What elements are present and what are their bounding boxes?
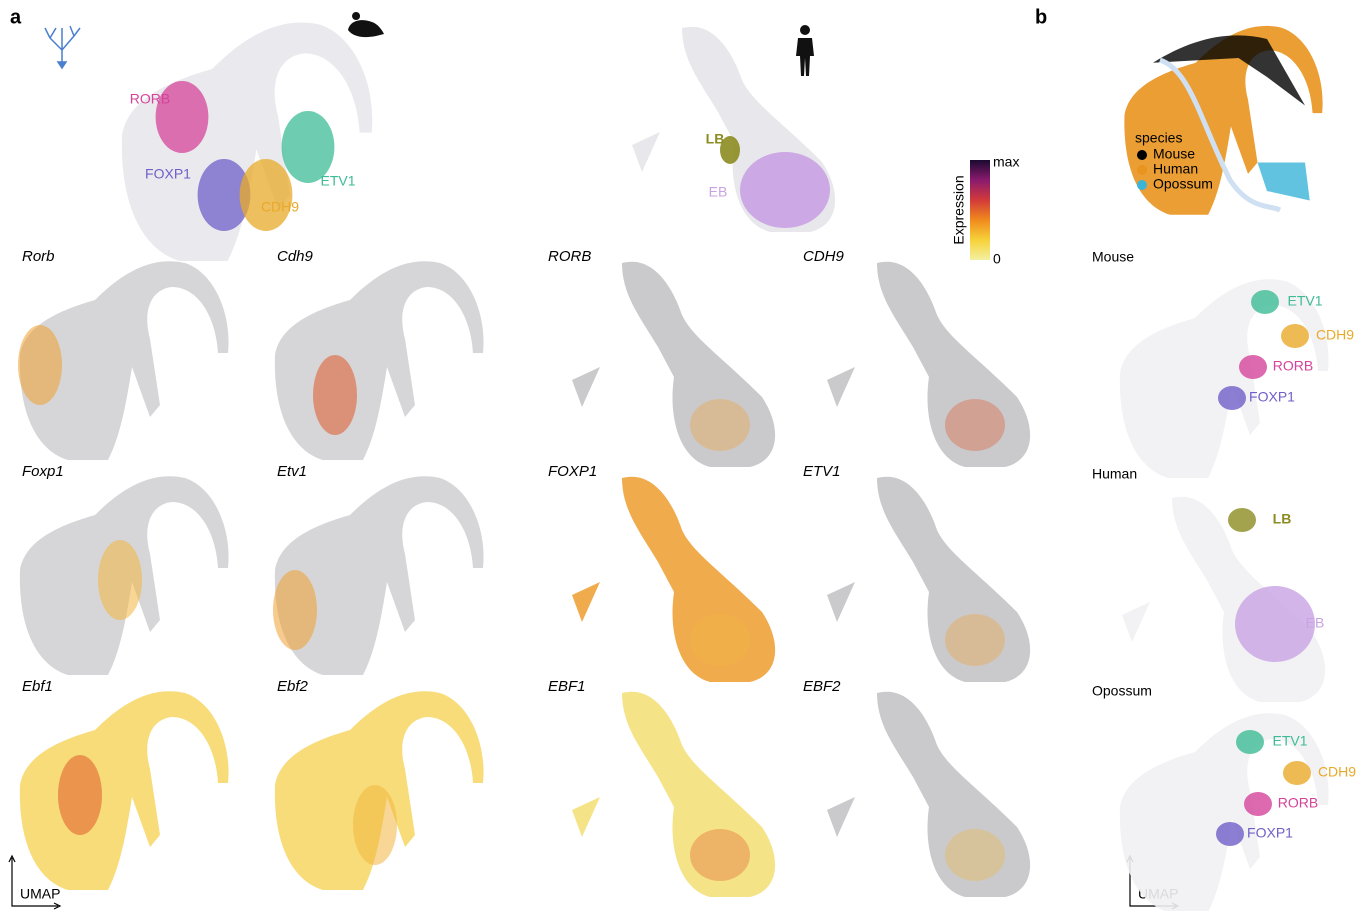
figure: a b max 0 Expression UMAP UMAP RORBFOXP1…: [0, 0, 1368, 911]
cluster-label: CDH9: [1316, 327, 1354, 343]
panel-label: a: [10, 6, 22, 28]
cluster-label: ETV1: [320, 173, 355, 189]
cluster: [1244, 792, 1272, 816]
gene-umap: [572, 262, 775, 467]
cluster: [1218, 386, 1246, 410]
umap-cells: [1120, 279, 1329, 478]
gene-umap: [18, 261, 229, 460]
expression: [945, 829, 1005, 881]
gene-umap: [572, 692, 775, 897]
cells: [1258, 163, 1310, 201]
gene-umap: [20, 476, 229, 675]
legend-title: species: [1135, 130, 1182, 146]
expression: [945, 614, 1005, 666]
cluster: [1283, 761, 1311, 785]
cluster: [240, 159, 293, 231]
gene-umap: [20, 691, 229, 890]
gene-umap: [827, 262, 1030, 467]
cluster-label: FOXP1: [145, 166, 191, 182]
mouse-umap: [122, 22, 372, 261]
legend-marker: [1137, 165, 1147, 175]
umap-cells: [275, 261, 484, 460]
gene-label: EBF2: [803, 678, 841, 695]
cluster-label: RORB: [1278, 795, 1318, 811]
gene-label: Rorb: [22, 248, 55, 265]
expression: [58, 755, 102, 835]
legend-entry: Opossum: [1153, 176, 1213, 192]
expression: [98, 540, 142, 620]
gene-umap: [275, 261, 484, 460]
cluster-label: LB: [1273, 511, 1292, 527]
colorbar-min: 0: [993, 251, 1001, 267]
expression: [945, 399, 1005, 451]
gene-label: Ebf1: [22, 678, 53, 695]
species-umap: [1120, 279, 1329, 478]
cluster: [1235, 586, 1315, 662]
cluster-label: EB: [1306, 615, 1325, 631]
expression: [353, 785, 397, 865]
cluster-label: RORB: [130, 91, 170, 107]
expression: [690, 614, 750, 666]
neuron-icon: [45, 26, 80, 68]
gene-umap: [273, 476, 484, 675]
colorbar-max: max: [993, 154, 1019, 170]
cluster-label: RORB: [1273, 358, 1313, 374]
colorbar-title: Expression: [951, 175, 967, 244]
cluster-label: LB: [706, 131, 725, 147]
gene-umap: [827, 477, 1030, 682]
gene-label: Etv1: [277, 463, 307, 480]
expression: [313, 355, 357, 435]
species-label: Human: [1092, 466, 1137, 482]
gene-label: ETV1: [803, 463, 841, 480]
gene-umap: [827, 692, 1030, 897]
gene-label: RORB: [548, 248, 591, 265]
cluster-label: EB: [709, 184, 728, 200]
gene-label: Ebf2: [277, 678, 309, 695]
expression: [690, 829, 750, 881]
cluster: [1281, 324, 1309, 348]
expression: [690, 399, 750, 451]
cluster-label: CDH9: [261, 199, 299, 215]
mouse-icon: [348, 12, 384, 37]
panel-label: b: [1035, 6, 1047, 28]
species-label: Mouse: [1092, 249, 1134, 265]
cluster-label: FOXP1: [1249, 389, 1295, 405]
legend-entry: Human: [1153, 161, 1198, 177]
legend-entry: Mouse: [1153, 146, 1195, 162]
cluster-label: ETV1: [1272, 733, 1307, 749]
gene-label: EBF1: [548, 678, 586, 695]
human-icon: [796, 25, 814, 76]
gene-label: Foxp1: [22, 463, 64, 480]
cluster: [1236, 730, 1264, 754]
umap-cells: [122, 22, 372, 261]
axis-label: UMAP: [20, 886, 60, 902]
colorbar: [970, 160, 990, 260]
cluster-label: CDH9: [1318, 764, 1356, 780]
species-label: Opossum: [1092, 683, 1152, 699]
expression: [273, 570, 317, 650]
gene-label: FOXP1: [548, 463, 597, 480]
cluster: [1251, 290, 1279, 314]
cluster: [1216, 822, 1244, 846]
expression: [18, 325, 62, 405]
gene-umap: [275, 691, 484, 890]
cluster: [740, 152, 830, 228]
cluster-label: ETV1: [1287, 293, 1322, 309]
cluster-label: FOXP1: [1247, 825, 1293, 841]
legend-marker: [1137, 150, 1147, 160]
gene-label: Cdh9: [277, 248, 314, 265]
species-umap: [1122, 497, 1325, 702]
legend-marker: [1137, 180, 1147, 190]
umap-cells: [20, 691, 229, 890]
gene-umap: [572, 477, 775, 682]
cluster: [1228, 508, 1256, 532]
gene-label: CDH9: [803, 248, 844, 265]
cluster: [1239, 355, 1267, 379]
